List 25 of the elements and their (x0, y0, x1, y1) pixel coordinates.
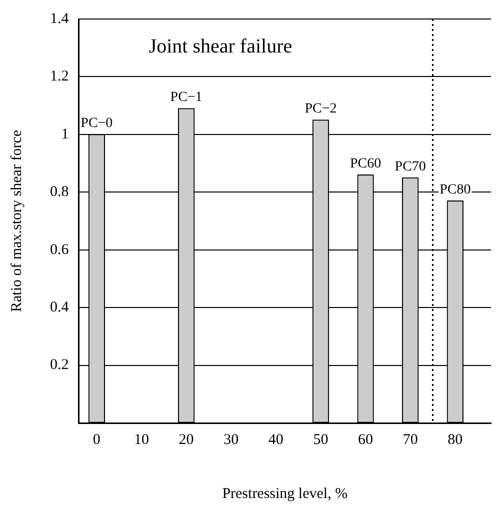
x-tick-label: 10 (134, 432, 149, 448)
y-tick-label: 1.4 (50, 10, 70, 27)
x-tick-label: 40 (268, 432, 284, 448)
series-label: PC60 (350, 156, 382, 172)
y-tick-label: 1 (61, 126, 69, 142)
series-label: PC−1 (170, 90, 202, 106)
series-label: PC80 (440, 182, 471, 198)
x-axis-title: Prestressing level, % (222, 486, 348, 502)
y-tick-label: 0.8 (50, 184, 69, 200)
x-tick-label: 60 (358, 432, 374, 448)
y-tick-label: 0.6 (50, 242, 70, 258)
y-tick-label: 1.2 (50, 68, 69, 85)
x-tick-label: 0 (92, 432, 100, 448)
y-tick-label: 0.4 (50, 300, 70, 316)
x-tick-label: 50 (313, 432, 328, 448)
y-tick-label: 0.2 (50, 357, 69, 374)
series-label: PC−0 (80, 116, 113, 132)
x-tick-label: 80 (448, 432, 463, 448)
x-tick-label: 70 (402, 432, 418, 448)
series-label: PC70 (394, 159, 426, 174)
series-label: PC−2 (304, 102, 337, 117)
x-tick-label: 30 (224, 432, 239, 448)
annotation: Joint shear failure (148, 35, 292, 58)
x-tick-label: 20 (178, 432, 194, 448)
y-axis-title: Ratio of max.story shear force (8, 130, 25, 312)
